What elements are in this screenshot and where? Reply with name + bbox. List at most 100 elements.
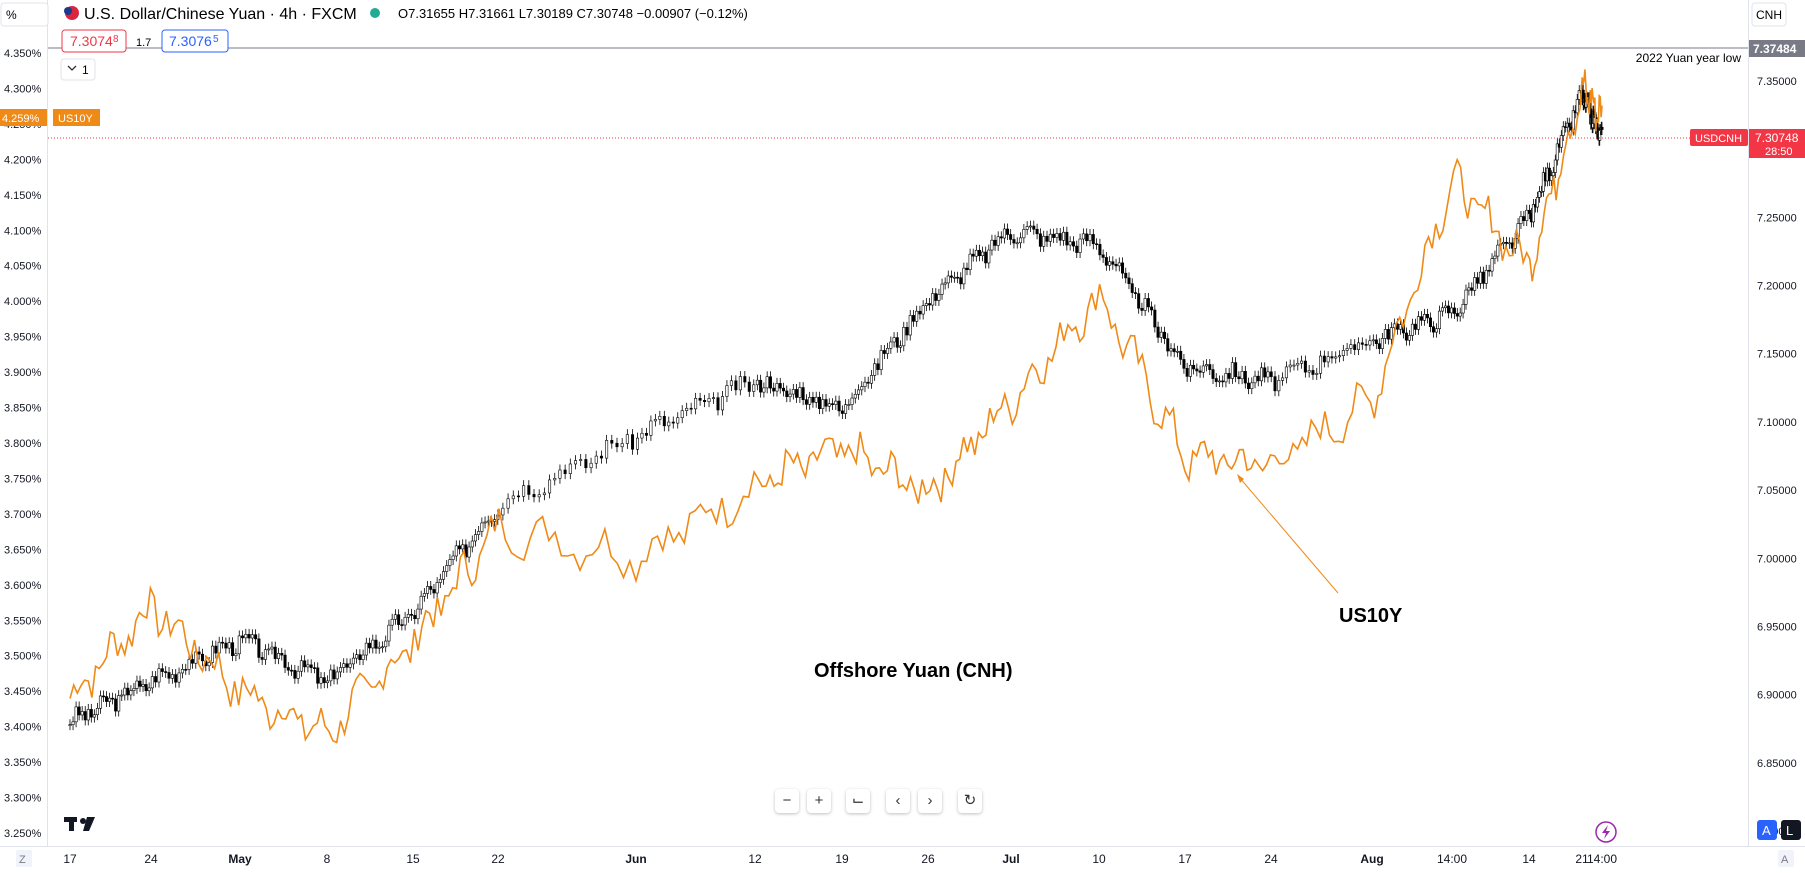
candle-body [364, 642, 368, 656]
candle-body [1266, 371, 1270, 378]
candle-body [752, 384, 756, 392]
candle-body [1357, 342, 1361, 350]
candle-body [1133, 292, 1137, 294]
candle-body [74, 706, 78, 723]
candle-body [527, 485, 531, 495]
time-tick-label: 21 [1575, 852, 1589, 866]
auto-scale-button[interactable] [1757, 820, 1777, 840]
candle-body [1555, 143, 1559, 161]
candle-body [361, 654, 365, 660]
left-tick-label: 4.300% [4, 83, 42, 95]
candle-body [135, 680, 139, 689]
candle-body [1172, 348, 1176, 353]
lightning-glyph [1602, 825, 1610, 839]
candle-body [368, 642, 372, 649]
candle-body [605, 440, 609, 459]
right-tick-label: 7.20000 [1757, 281, 1797, 293]
zoom-out-button[interactable]: − [775, 789, 799, 813]
candle-body [501, 507, 505, 516]
candle-body [971, 253, 975, 257]
log-scale-button[interactable] [1781, 820, 1801, 840]
candle-body [847, 404, 851, 406]
buy-box[interactable] [161, 29, 229, 53]
usdcnh-name-badge [1690, 129, 1748, 146]
tradingview-logo[interactable] [64, 817, 95, 831]
candle-body [928, 303, 932, 306]
right-tick-label: 7.35000 [1757, 76, 1797, 88]
candle-body [984, 251, 988, 264]
candle-body [516, 495, 520, 498]
candle-body [217, 641, 221, 654]
z-button[interactable] [16, 850, 32, 867]
candle-body [1549, 175, 1553, 181]
candle-body [1185, 368, 1189, 377]
candle-body [68, 724, 72, 726]
left-scale-label: % [6, 8, 17, 22]
candle-body [1360, 342, 1364, 345]
candle-body [987, 249, 991, 264]
left-scale-box[interactable] [0, 2, 49, 27]
candle-body [442, 571, 446, 580]
candle-body [1075, 245, 1079, 253]
candle-body [1476, 277, 1480, 284]
candle-body [1527, 209, 1531, 214]
candle-body [698, 398, 702, 401]
candle-body [92, 714, 96, 718]
left-axis: 4.350%4.300%4.250%4.200%4.150%4.100%4.05… [4, 48, 42, 840]
candle-body [707, 398, 711, 403]
candle-body [426, 586, 430, 594]
candle-body [689, 407, 693, 410]
candle-body [940, 283, 944, 295]
candle-body [1487, 269, 1491, 272]
candle-body [123, 687, 127, 696]
candle-body [937, 293, 941, 301]
ask-sup: 5 [213, 34, 219, 45]
candle-body [397, 614, 401, 625]
candle-body [532, 494, 536, 498]
candle-body [132, 688, 136, 691]
candle-body [911, 315, 915, 322]
scroll-right-button[interactable]: › [918, 789, 942, 813]
candle-body [1124, 272, 1128, 279]
candle-body [785, 390, 789, 398]
candle-body [493, 519, 497, 522]
candle-body [755, 379, 759, 386]
right-tick-label: 7.05000 [1757, 485, 1797, 497]
corner-button[interactable] [1778, 850, 1794, 867]
candle-body [1150, 306, 1154, 311]
time-tick-label: 14 [1522, 852, 1536, 866]
candle-body [1380, 338, 1384, 349]
candle-body [200, 653, 204, 662]
time-tick-label: 17 [63, 852, 77, 866]
candle-body [791, 389, 795, 395]
corner-label: A [1781, 854, 1789, 866]
symbol-title: U.S. Dollar/Chinese Yuan · 4h · FXCM [84, 6, 357, 23]
candle-body [1600, 126, 1604, 130]
candle-body [506, 498, 510, 509]
candle-body [1028, 225, 1032, 228]
candle-body [105, 696, 109, 702]
candle-body [962, 267, 966, 285]
collapse-button[interactable] [60, 58, 96, 81]
scroll-left-button[interactable]: ‹ [886, 789, 910, 813]
candle-body [999, 236, 1003, 239]
zoom-in-button[interactable]: + [807, 789, 831, 813]
candle-body [1300, 360, 1304, 364]
candle-body [1217, 380, 1221, 383]
reset-zoom-button[interactable]: ⌙ [846, 789, 870, 813]
candle-body [762, 387, 766, 393]
candle-body [114, 698, 118, 712]
candle-body [778, 383, 782, 389]
reset-chart-button[interactable]: ↻ [958, 789, 982, 813]
sell-box[interactable] [61, 29, 127, 53]
right-scale-box[interactable] [1751, 2, 1787, 27]
candle-body [138, 680, 142, 687]
left-tick-label: 3.400% [4, 722, 42, 734]
candle-body [886, 348, 890, 354]
candle-body [477, 531, 481, 535]
candle-body [260, 657, 264, 660]
candle-body [765, 376, 769, 389]
candle-body [1035, 228, 1039, 235]
left-tick-label: 3.950% [4, 332, 42, 344]
